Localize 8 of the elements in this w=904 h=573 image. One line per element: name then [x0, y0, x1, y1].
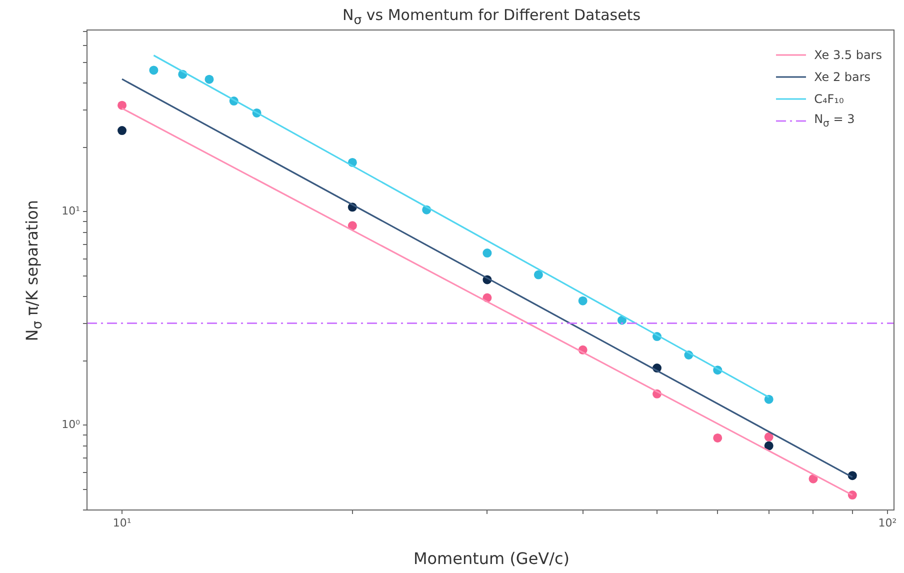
legend-label: C₄F₁₀	[814, 92, 844, 106]
x-tick-label: 10²	[878, 516, 897, 530]
chart-title: N$_{σ}$ vs Momentum for Different Datasets	[341, 6, 642, 27]
legend-label: N$_{σ}$ = 3	[814, 112, 855, 130]
y-tick-label: 10⁰	[62, 418, 81, 431]
x-axis-title: Momentum (GeV/c)	[412, 549, 571, 568]
legend-label: Xe 2 bars	[814, 70, 871, 84]
legend-label: Xe 3.5 bars	[814, 48, 882, 62]
